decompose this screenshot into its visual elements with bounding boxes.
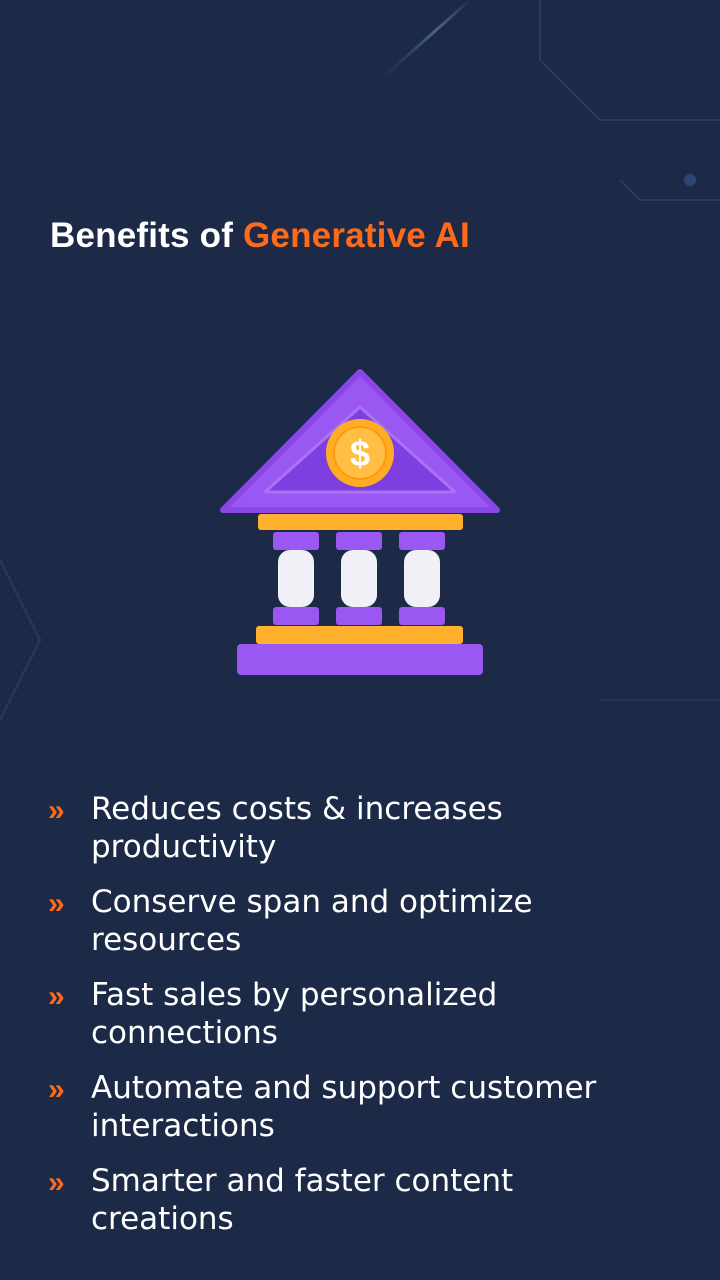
benefit-text: Reduces costs & increases productivity — [91, 791, 503, 865]
bank-column — [336, 532, 382, 625]
list-item: » Automate and support customer interact… — [48, 1069, 688, 1162]
double-chevron-right-icon: » — [48, 1073, 65, 1106]
list-item: » Conserve span and optimize resources — [48, 883, 688, 976]
coin-symbol: $ — [350, 433, 370, 474]
benefits-list: » Reduces costs & increases productivity… — [48, 790, 688, 1255]
double-chevron-right-icon: » — [48, 1166, 65, 1199]
bank-beam — [258, 514, 463, 530]
benefit-text: Smarter and faster content creations — [91, 1163, 514, 1237]
page-title: Benefits of Generative AI — [50, 216, 470, 256]
benefit-text: Fast sales by personalized connections — [91, 977, 498, 1051]
benefit-text: Automate and support customer interactio… — [91, 1070, 597, 1144]
benefit-text: Conserve span and optimize resources — [91, 884, 533, 958]
bank-base-top — [256, 626, 463, 644]
double-chevron-right-icon: » — [48, 794, 65, 827]
title-prefix: Benefits of — [50, 216, 243, 255]
list-item: » Fast sales by personalized connections — [48, 976, 688, 1069]
bank-icon: $ — [220, 369, 500, 675]
coin-icon: $ — [326, 419, 394, 487]
double-chevron-right-icon: » — [48, 980, 65, 1013]
list-item: » Smarter and faster content creations — [48, 1162, 688, 1255]
title-highlight: Generative AI — [242, 216, 470, 255]
bank-column — [399, 532, 445, 625]
bank-column — [273, 532, 319, 625]
list-item: » Reduces costs & increases productivity — [48, 790, 688, 883]
bank-base — [237, 644, 483, 675]
double-chevron-right-icon: » — [48, 887, 65, 920]
